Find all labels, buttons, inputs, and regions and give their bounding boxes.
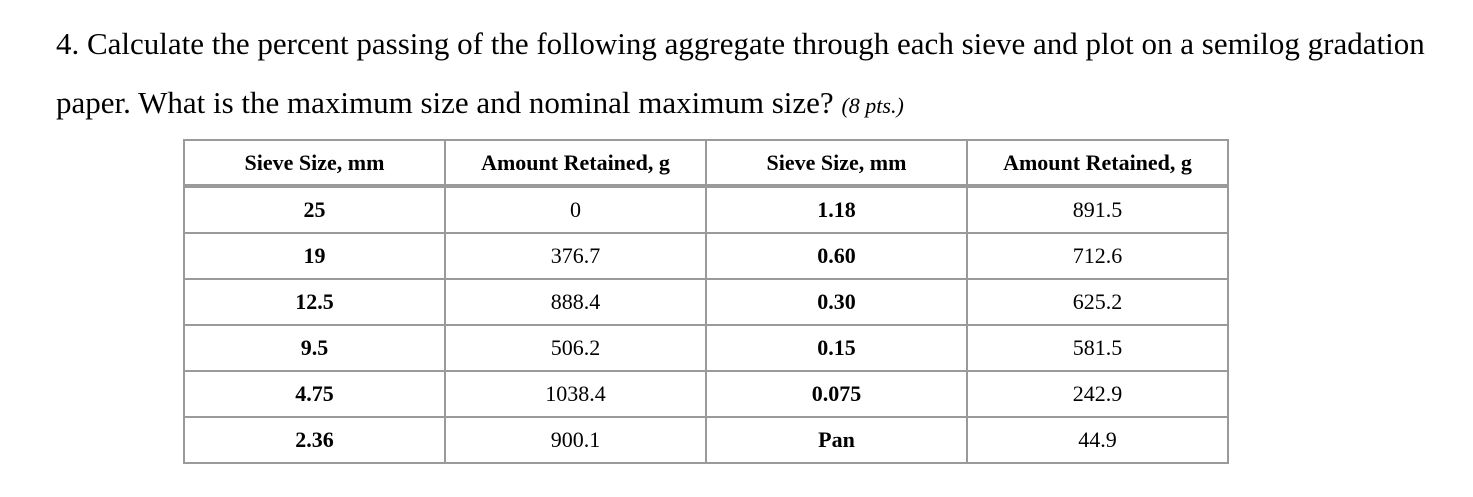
header-amount-retained-2: Amount Retained, g [966, 139, 1229, 188]
table-header-row: Sieve Size, mm Amount Retained, g Sieve … [183, 139, 1229, 188]
sieve-size-cell: 0.60 [705, 232, 968, 280]
question-body: 4. Calculate the percent passing of the … [56, 26, 1425, 120]
table-row: 25 0 1.18 891.5 [183, 185, 1229, 234]
sieve-size-cell: 25 [183, 185, 446, 234]
amount-retained-cell: 44.9 [966, 416, 1229, 464]
sieve-size-cell: 1.18 [705, 185, 968, 234]
amount-retained-cell: 888.4 [444, 278, 707, 326]
amount-retained-cell: 581.5 [966, 324, 1229, 372]
header-amount-retained-1: Amount Retained, g [444, 139, 707, 188]
sieve-size-cell: 12.5 [183, 278, 446, 326]
sieve-size-cell: 2.36 [183, 416, 446, 464]
amount-retained-cell: 900.1 [444, 416, 707, 464]
table-row: 2.36 900.1 Pan 44.9 [183, 416, 1229, 464]
table-row: 19 376.7 0.60 712.6 [183, 232, 1229, 280]
table-row: 4.75 1038.4 0.075 242.9 [183, 370, 1229, 418]
table-row: 9.5 506.2 0.15 581.5 [183, 324, 1229, 372]
sieve-size-cell: 19 [183, 232, 446, 280]
amount-retained-cell: 891.5 [966, 185, 1229, 234]
sieve-size-cell: 9.5 [183, 324, 446, 372]
amount-retained-cell: 0 [444, 185, 707, 234]
sieve-table: Sieve Size, mm Amount Retained, g Sieve … [183, 139, 1229, 464]
amount-retained-cell: 376.7 [444, 232, 707, 280]
amount-retained-cell: 242.9 [966, 370, 1229, 418]
amount-retained-cell: 712.6 [966, 232, 1229, 280]
sieve-size-cell: 0.075 [705, 370, 968, 418]
sieve-size-cell: 0.15 [705, 324, 968, 372]
sieve-size-cell: 4.75 [183, 370, 446, 418]
header-sieve-size-1: Sieve Size, mm [183, 139, 446, 188]
table-row: 12.5 888.4 0.30 625.2 [183, 278, 1229, 326]
amount-retained-cell: 1038.4 [444, 370, 707, 418]
amount-retained-cell: 506.2 [444, 324, 707, 372]
header-sieve-size-2: Sieve Size, mm [705, 139, 968, 188]
sieve-size-cell: Pan [705, 416, 968, 464]
sieve-size-cell: 0.30 [705, 278, 968, 326]
question-points: (8 pts.) [841, 93, 904, 118]
amount-retained-cell: 625.2 [966, 278, 1229, 326]
question-text: 4. Calculate the percent passing of the … [56, 14, 1456, 135]
